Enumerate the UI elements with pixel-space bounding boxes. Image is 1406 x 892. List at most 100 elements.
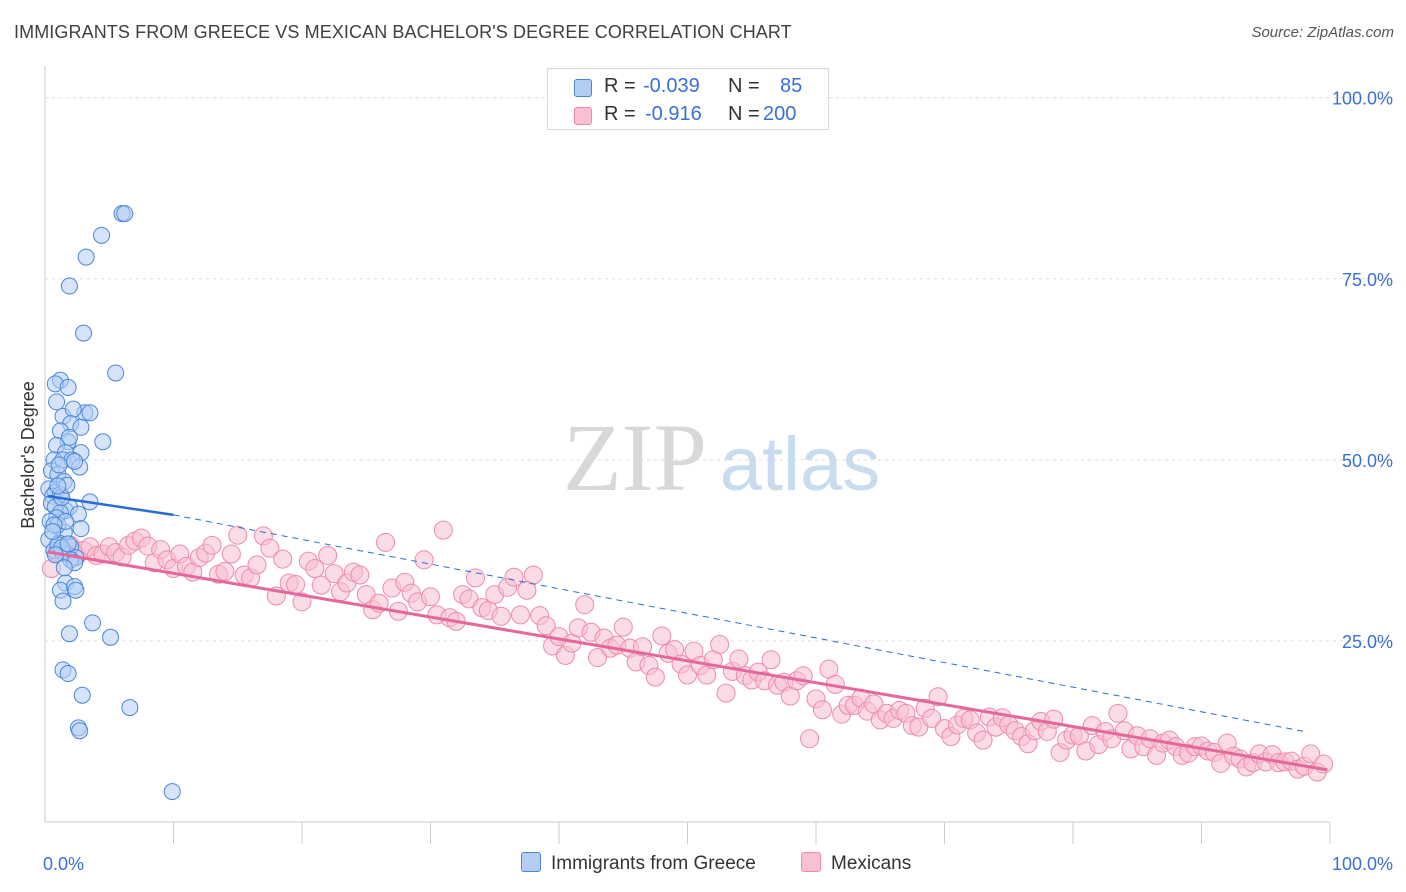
legend-r-value: -0.916 [645, 103, 702, 125]
mexico-point [221, 544, 241, 564]
greece-point [163, 783, 181, 801]
greece-point [60, 625, 78, 643]
greece-point [64, 400, 82, 418]
greece-point [60, 428, 78, 446]
greece-points [40, 205, 181, 801]
mexico-point [613, 617, 633, 637]
greece-swatch [574, 79, 592, 97]
greece-point [73, 686, 91, 704]
greece-point [84, 614, 102, 632]
greece-point [72, 520, 90, 538]
mexico-point [228, 525, 248, 545]
mexico-point [1301, 744, 1321, 764]
x-tick-label: 0.0% [43, 854, 84, 874]
greece-point [66, 452, 84, 470]
greece-point [60, 277, 78, 295]
legend-r-label: R = [604, 103, 636, 125]
trend-lines [47, 494, 1328, 772]
greece-point [94, 433, 112, 451]
mexico-point [504, 567, 524, 587]
greece-point [50, 456, 68, 474]
greece-point [44, 523, 62, 541]
mexico-points [41, 520, 1334, 782]
greece-point [59, 378, 77, 396]
mexico-point [350, 565, 370, 585]
mexico-point [202, 535, 222, 555]
mexico-point [812, 700, 832, 720]
legend-r-value: -0.039 [643, 75, 700, 97]
greece-point [81, 404, 99, 422]
mexico-point [973, 730, 993, 750]
mexico-point [376, 532, 396, 552]
mexico-point [247, 555, 267, 575]
mexico-point [305, 559, 325, 579]
mexico-point [421, 587, 440, 607]
mexico-point [215, 561, 235, 581]
mexico-point [710, 635, 730, 655]
greece-point [116, 205, 134, 223]
mexico-point [273, 549, 293, 569]
greece-point [77, 248, 95, 266]
watermark-atlas: atlas [720, 422, 881, 507]
legend-n-label: N = [728, 103, 760, 125]
mexico-point [318, 545, 338, 565]
mexico-point [260, 538, 280, 558]
chart-source: Source: ZipAtlas.com [1251, 24, 1394, 41]
legend-n-label: N = [728, 75, 760, 97]
mexico-point [716, 683, 736, 703]
mexico-point [433, 520, 453, 540]
greece-point [72, 418, 90, 436]
mexico-point [536, 616, 556, 636]
mexico-legend-swatch [801, 852, 821, 872]
legend-item-mexico: Mexicans [801, 852, 911, 875]
mexico-point [678, 665, 697, 685]
x-tick-label: 100.0% [1332, 854, 1393, 874]
correlation-legend: R = -0.039 N = 85 R = -0.916 N = 200 [547, 68, 829, 130]
y-tick-label: 25.0% [1342, 632, 1393, 652]
watermark-zip: ZIP [563, 404, 707, 511]
grid-lines [45, 97, 1393, 642]
greece-point [54, 592, 72, 610]
greece-point [71, 722, 89, 740]
mexico-point [652, 626, 672, 646]
greece-point [107, 364, 125, 382]
mexico-point [922, 708, 942, 728]
greece-point [75, 324, 93, 342]
legend-row-mexico: R = -0.916 N = 200 [548, 101, 828, 129]
mexico-trend-line [47, 550, 1328, 772]
mexico-point [575, 595, 595, 615]
y-tick-label: 75.0% [1342, 270, 1393, 290]
greece-legend-swatch [521, 852, 541, 872]
mexico-point [588, 648, 608, 668]
greece-legend-label: Immigrants from Greece [551, 853, 756, 874]
mexico-point [1108, 703, 1128, 723]
greece-point [67, 581, 85, 599]
mexico-point [414, 550, 434, 570]
greece-point [49, 477, 67, 495]
legend-row-greece: R = -0.039 N = 85 [548, 73, 828, 101]
greece-point [59, 665, 77, 683]
watermark: ZIP atlas [563, 404, 880, 511]
legend-r-label: R = [604, 75, 636, 97]
tick-labels: 25.0% 50.0% 75.0% 100.0% 0.0% 100.0% [43, 89, 1393, 874]
greece-trend-line [47, 494, 174, 517]
mexico-legend-label: Mexicans [831, 853, 912, 874]
greece-point [48, 393, 66, 411]
mexico-point [311, 575, 331, 595]
mexico-point [286, 574, 306, 594]
mexico-point [510, 605, 530, 625]
mexico-point [491, 606, 511, 626]
legend-n-value: 200 [763, 103, 797, 125]
mexico-point [729, 649, 749, 669]
mexico-swatch [574, 107, 592, 125]
mexico-point [928, 687, 948, 707]
greece-point [102, 628, 120, 646]
legend-n-value: 85 [780, 75, 803, 97]
axes [44, 66, 1331, 844]
y-tick-label: 100.0% [1332, 89, 1393, 109]
y-tick-label: 50.0% [1342, 451, 1393, 471]
greece-point [59, 535, 77, 553]
y-axis-label: Bachelor's Degree [18, 381, 38, 529]
greece-point [121, 699, 139, 717]
